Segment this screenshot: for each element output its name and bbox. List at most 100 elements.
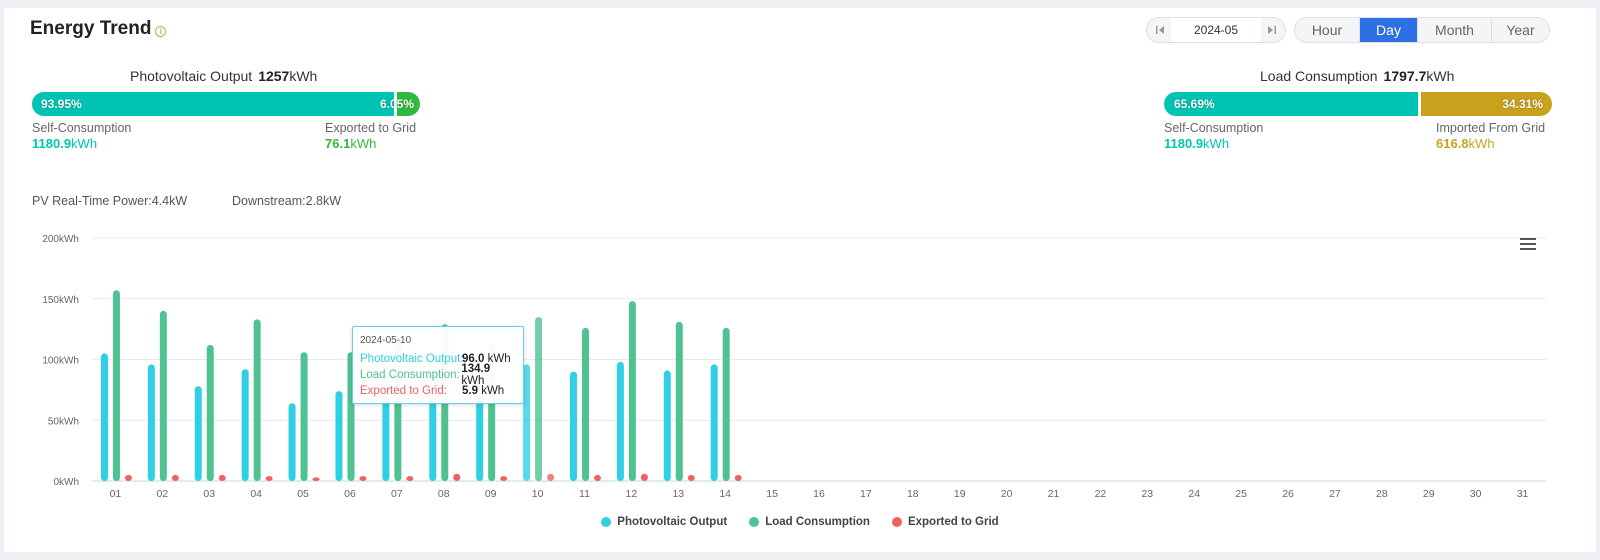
x-tick-label: 17 — [860, 488, 872, 500]
x-tick-label: 08 — [438, 488, 450, 500]
bar-load — [535, 317, 543, 481]
x-tick-label: 30 — [1470, 488, 1482, 500]
x-tick-label: 29 — [1423, 488, 1435, 500]
x-tick-label: 09 — [485, 488, 497, 500]
pv-exported-segment: 6.05% — [380, 92, 420, 116]
tooltip-export-value: 5.9 kWh — [462, 385, 505, 397]
tooltip-pv-label: Photovoltaic Output: — [360, 353, 464, 365]
y-tick-label: 0kWh — [53, 477, 79, 488]
bar-pv — [523, 364, 531, 481]
load-consumption-label: Load Consumption — [1260, 68, 1378, 84]
legend-item-pv[interactable]: Photovoltaic Output — [601, 516, 727, 528]
x-tick-label: 21 — [1048, 488, 1060, 500]
x-tick-label: 24 — [1188, 488, 1200, 500]
x-tick-label: 05 — [297, 488, 309, 500]
chart-legend: Photovoltaic Output Load Consumption Exp… — [0, 516, 1600, 528]
legend-dot-pv — [601, 517, 612, 527]
x-tick-label: 07 — [391, 488, 403, 500]
next-period-icon[interactable] — [1265, 23, 1279, 37]
bar-pv — [288, 403, 296, 481]
x-tick-label: 31 — [1517, 488, 1529, 500]
period-toggle: Hour Day Month Year — [1294, 17, 1550, 43]
tooltip-export-label: Exported to Grid: — [360, 385, 447, 397]
pv-ratio-bar: 93.95% 6.05% — [32, 92, 420, 116]
bar-export — [640, 473, 648, 481]
pv-output-unit: kWh — [289, 68, 318, 84]
load-self-consumption-segment: 65.69% — [1164, 92, 1418, 116]
tooltip-row-pv: Photovoltaic Output: 96.0 kWh — [360, 351, 516, 367]
bar-export — [218, 474, 226, 481]
x-tick-label: 28 — [1376, 488, 1388, 500]
x-tick-label: 25 — [1235, 488, 1247, 500]
x-tick-label: 02 — [157, 488, 169, 500]
tooltip-load-value: 134.9 kWh — [461, 363, 491, 387]
x-tick-label: 13 — [672, 488, 684, 500]
bar-pv — [147, 364, 155, 481]
bar-load — [253, 319, 261, 481]
load-consumption-unit: kWh — [1426, 68, 1455, 84]
load-consumption-summary: Load Consumption 1797.7kWh — [1260, 68, 1454, 84]
legend-item-export[interactable]: Exported to Grid — [891, 516, 999, 528]
tooltip-row-export: Exported to Grid: 5.9 kWh — [360, 383, 516, 399]
x-tick-label: 27 — [1329, 488, 1341, 500]
bar-export — [687, 474, 695, 481]
bar-pv — [569, 371, 577, 481]
pv-exported-value: 76.1kWh — [325, 136, 377, 151]
x-tick-label: 12 — [626, 488, 638, 500]
load-consumption-value: 1797.7 — [1383, 68, 1427, 84]
x-tick-label: 15 — [766, 488, 778, 500]
legend-item-load[interactable]: Load Consumption — [749, 516, 870, 528]
bar-load — [159, 310, 167, 481]
tab-day[interactable]: Day — [1359, 18, 1417, 42]
tooltip-pv-value: 96.0 kWh — [462, 353, 511, 365]
x-tick-label: 19 — [954, 488, 966, 500]
pv-self-consumption-segment: 93.95% — [32, 92, 394, 116]
pv-output-label: Photovoltaic Output — [130, 68, 253, 84]
pv-output-summary: Photovoltaic Output 1257kWh — [130, 68, 317, 84]
info-circle-icon[interactable]: i — [155, 25, 167, 37]
x-tick-label: 23 — [1141, 488, 1153, 500]
y-tick-label: 50kWh — [48, 416, 79, 427]
y-tick-label: 100kWh — [42, 356, 79, 367]
pv-output-value: 1257 — [258, 68, 290, 84]
tab-month[interactable]: Month — [1417, 18, 1491, 42]
x-tick-label: 26 — [1282, 488, 1294, 500]
date-value[interactable]: 2024-05 — [1171, 18, 1261, 42]
chart-menu-icon[interactable] — [1520, 238, 1536, 250]
bar-load — [675, 321, 683, 481]
load-self-consumption-value: 1180.9kWh — [1164, 136, 1230, 151]
tooltip-row-load: Load Consumption: 134.9 kWh — [360, 363, 516, 387]
legend-dot-load — [749, 517, 760, 527]
bar-pv — [241, 369, 249, 481]
prev-period-icon[interactable] — [1153, 23, 1167, 37]
x-tick-label: 18 — [907, 488, 919, 500]
x-tick-label: 14 — [719, 488, 731, 500]
tab-year[interactable]: Year — [1491, 18, 1549, 42]
bar-export — [312, 477, 320, 481]
load-ratio-bar: 65.69% 34.31% — [1164, 92, 1552, 116]
tab-hour[interactable]: Hour — [1311, 22, 1343, 38]
bar-load — [581, 327, 589, 481]
bar-pv — [100, 353, 108, 481]
load-imported-segment: 34.31% — [1421, 92, 1552, 116]
pv-realtime-power: PV Real-Time Power:4.4kW — [32, 194, 188, 208]
load-imported-label: Imported From Grid — [1436, 121, 1546, 135]
x-tick-label: 16 — [813, 488, 825, 500]
bar-pv — [616, 361, 624, 481]
date-picker[interactable]: 2024-05 — [1146, 17, 1286, 43]
bar-load — [628, 301, 636, 481]
pv-self-consumption-value: 1180.9kWh — [32, 136, 98, 151]
y-tick-label: 200kWh — [42, 234, 79, 245]
bar-load — [206, 344, 214, 481]
x-tick-label: 06 — [344, 488, 356, 500]
pv-self-consumption-label: Self-Consumption — [32, 121, 132, 135]
title-text: Energy Trend — [30, 18, 152, 39]
bar-pv — [335, 391, 343, 481]
bar-export — [500, 476, 508, 481]
bar-pv — [663, 370, 671, 481]
bar-pv — [710, 364, 718, 481]
x-tick-label: 22 — [1095, 488, 1107, 500]
x-tick-label: 04 — [250, 488, 262, 500]
load-imported-value: 616.8kWh — [1436, 136, 1495, 151]
